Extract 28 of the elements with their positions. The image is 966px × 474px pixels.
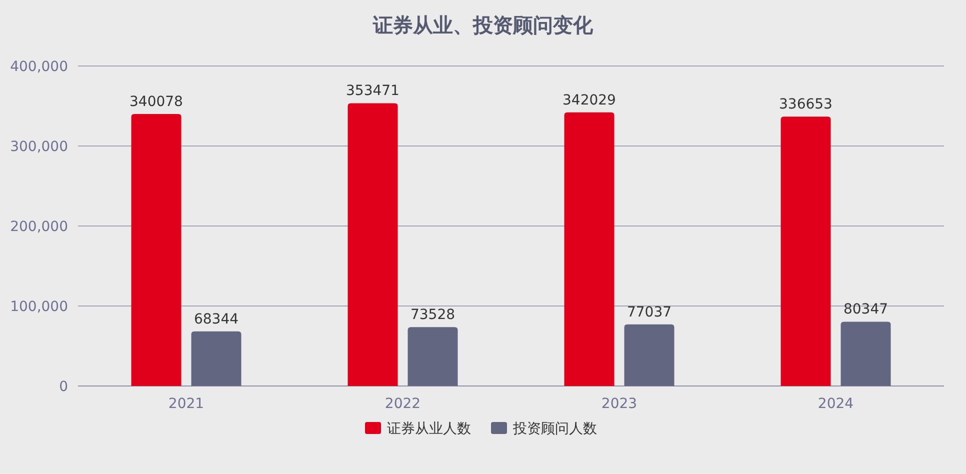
x-tick-label: 2021: [168, 396, 204, 412]
y-tick-label: 0: [59, 379, 68, 395]
data-label: 73528: [410, 307, 456, 324]
data-label: 340078: [130, 94, 183, 110]
bar: [564, 112, 614, 386]
data-label: 80347: [843, 302, 888, 318]
data-label: 353471: [346, 83, 400, 100]
data-label: 77037: [626, 304, 672, 320]
y-tick-label: 400,000: [10, 59, 68, 75]
data-label: 68344: [194, 311, 239, 328]
legend-label: 投资顾问人数: [512, 421, 597, 437]
y-tick-label: 200,000: [10, 219, 68, 235]
bar: [131, 114, 182, 386]
bar: [780, 116, 831, 386]
bar: [191, 331, 242, 386]
chart-title: 证券从业、投资顾问变化: [372, 13, 594, 37]
legend-label: 证券从业人数: [387, 421, 471, 437]
x-tick-label: 2024: [818, 396, 854, 412]
bar: [348, 103, 398, 386]
y-tick-label: 100,000: [10, 299, 68, 315]
y-tick-label: 300,000: [10, 139, 68, 155]
data-label: 336653: [779, 96, 832, 113]
x-tick-label: 2023: [601, 396, 638, 412]
bar: [624, 324, 674, 386]
x-tick-label: 2022: [384, 396, 421, 412]
data-label: 342029: [562, 92, 616, 108]
bar: [408, 327, 458, 386]
bar: [840, 322, 891, 386]
